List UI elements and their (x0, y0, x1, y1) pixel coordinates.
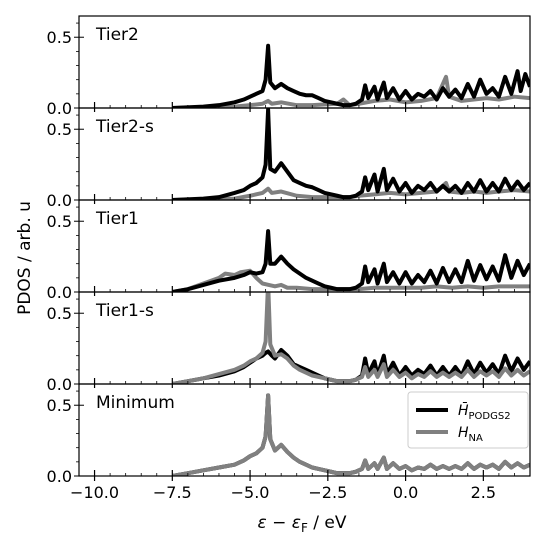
series-group (172, 108, 530, 200)
y-axis-label: PDOS / arb. u (15, 201, 35, 315)
series-line-gray (171, 393, 530, 476)
legend-label-main: H̄ (458, 401, 469, 419)
legend-label: HNA (458, 425, 483, 444)
x-label-eps: ε (258, 513, 267, 533)
panel-frame (78, 383, 531, 477)
x-tick-label: 2.5 (471, 483, 496, 502)
legend-label-sub: PODGS2 (469, 411, 511, 422)
x-label-minus: − (267, 513, 292, 533)
panel-title: Tier1-s (95, 301, 154, 321)
panel-title: Tier2 (95, 25, 139, 45)
x-tick-label: −10.0 (70, 483, 119, 502)
series-line-black (172, 43, 530, 108)
y-tick-label: 0.0 (47, 283, 72, 302)
x-label-epsf: ε (292, 513, 301, 533)
y-tick-label: 0.0 (47, 191, 72, 210)
y-tick-label: 0.0 (47, 375, 72, 394)
x-axis-label: ε − εF / eV (258, 513, 347, 535)
y-tick-label: 0.5 (47, 396, 72, 415)
x-tick-label: 0.0 (393, 483, 418, 502)
legend-label-main: H (458, 425, 469, 441)
x-label-sub-f: F (301, 521, 308, 535)
y-tick-label: 0.5 (47, 28, 72, 47)
legend-label-sub: NA (469, 433, 483, 444)
x-tick-label: −5.0 (231, 483, 270, 502)
y-tick-label: 0.5 (47, 120, 72, 139)
series-line-gray (172, 74, 530, 108)
panel-tier2-s: Tier2-s 0.0 0.5 (47, 107, 531, 210)
legend-label: H̄PODGS2 (458, 401, 511, 422)
y-tick-label: 0.0 (47, 467, 72, 486)
series-line-black (172, 108, 530, 200)
series-group (172, 43, 530, 108)
y-tick-label: 0.5 (47, 304, 72, 323)
panel-tier1: Tier1 0.0 0.5 (47, 199, 531, 302)
y-tick-label: 0.5 (47, 212, 72, 231)
series-group (171, 292, 530, 384)
series-line-black (171, 229, 530, 292)
panel-minimum: Minimum 0.0 0.5 (47, 383, 531, 486)
panel-title: Tier2-s (95, 117, 154, 137)
panel-title: Minimum (96, 393, 175, 413)
series-line-gray (171, 268, 530, 292)
panels-layer: Tier20.00.5Tier2-s0.00.5Tier10.00.5Tier1… (47, 15, 531, 502)
panel-title: Tier1 (95, 209, 139, 229)
y-tick-label: 0.0 (47, 99, 72, 118)
series-group (171, 393, 530, 476)
series-line-gray (171, 292, 530, 384)
series-group (171, 229, 530, 292)
x-label-unit: / eV (308, 513, 347, 533)
x-tick-label: −2.5 (308, 483, 347, 502)
panel-tier1-s: Tier1-s 0.0 0.5 (47, 291, 531, 394)
panel-tier2: Tier2 0.0 0.5 (47, 15, 531, 118)
x-tick-label: −7.5 (153, 483, 192, 502)
